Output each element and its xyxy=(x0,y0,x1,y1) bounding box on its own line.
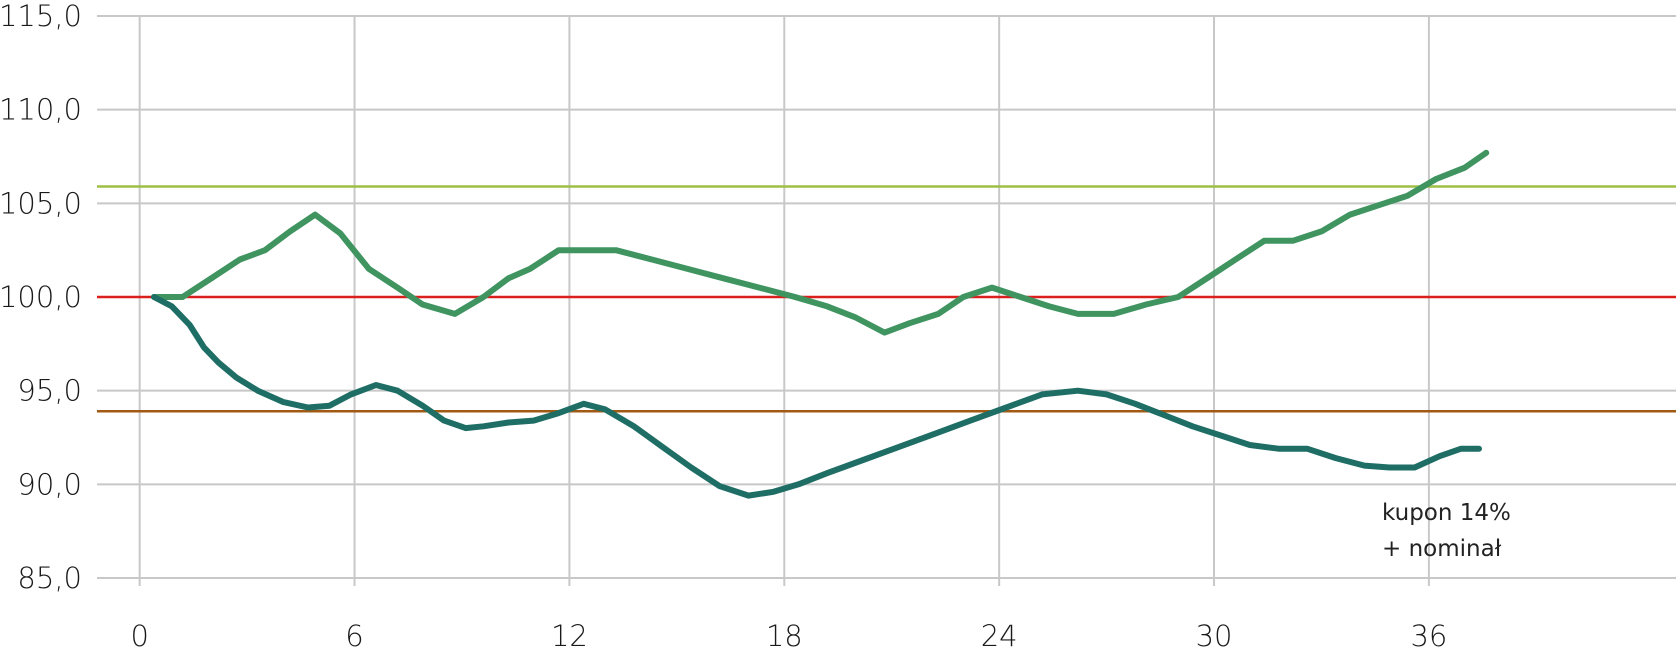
y-tick-label-100: 100,0 xyxy=(0,280,82,314)
reference-lines xyxy=(97,185,1676,413)
series-line-1 xyxy=(151,149,1490,336)
y-tick-label-95: 95,0 xyxy=(17,374,82,408)
y-tick-label-105: 105,0 xyxy=(0,186,82,220)
y-axis-tick-labels: 85,0 90,0 95,0 100,0 105,0 110,0 115,0 xyxy=(0,0,82,595)
x-tick-label-18: 18 xyxy=(766,619,803,653)
x-axis-tick-labels: 0 6 12 18 24 30 36 xyxy=(130,619,1447,653)
x-tick-label-24: 24 xyxy=(981,619,1018,653)
y-tick-label-90: 90,0 xyxy=(17,467,82,501)
x-tick-label-36: 36 xyxy=(1410,619,1447,653)
annotation-line-1: kupon 14% xyxy=(1382,500,1511,526)
y-tick-label-110: 110,0 xyxy=(0,93,82,127)
x-tick-label-12: 12 xyxy=(551,619,588,653)
y-tick-label-115: 115,0 xyxy=(0,0,82,33)
y-tick-label-85: 85,0 xyxy=(17,561,82,595)
x-tick-label-6: 6 xyxy=(345,619,363,653)
series-line-2 xyxy=(151,294,1482,499)
annotation-line-2: + nominał xyxy=(1382,536,1502,562)
x-tick-label-30: 30 xyxy=(1196,619,1233,653)
vertical-gridlines xyxy=(138,16,1430,586)
series-layer xyxy=(151,149,1490,499)
x-tick-label-0: 0 xyxy=(130,619,148,653)
